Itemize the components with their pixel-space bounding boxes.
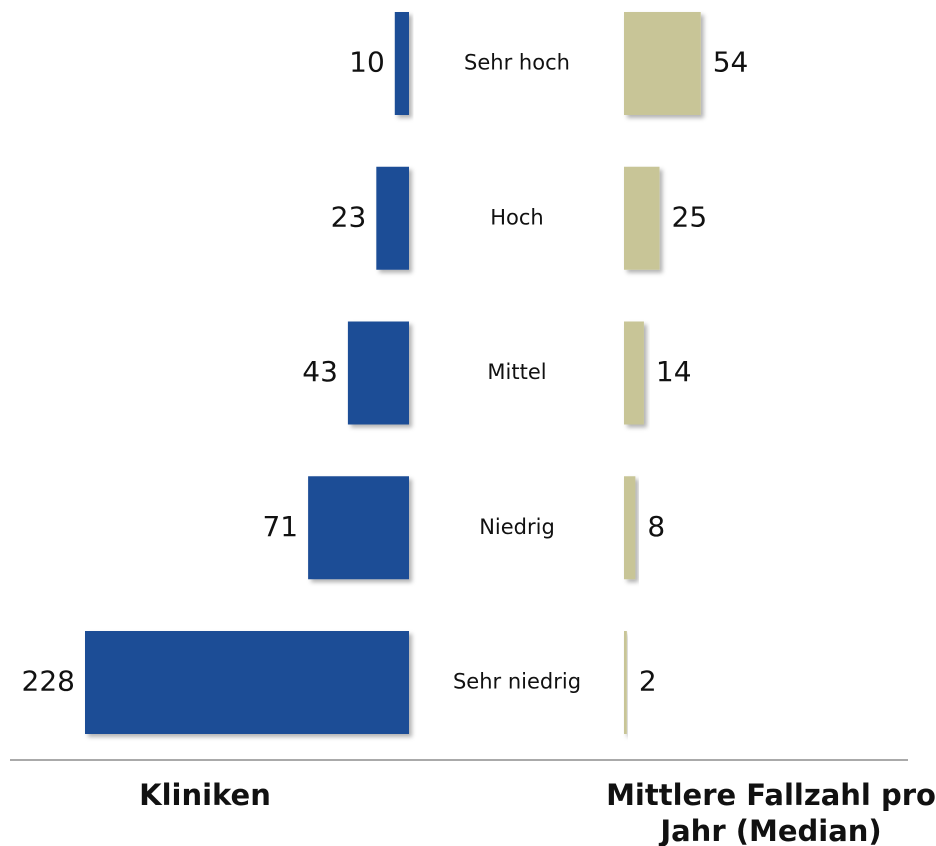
value-label: 43 xyxy=(302,355,338,388)
value-label: 228 xyxy=(22,665,75,698)
bar xyxy=(624,476,636,580)
bar xyxy=(85,631,409,734)
legend-right: Mittlere Fallzahl pro Jahr (Median) xyxy=(606,778,936,846)
value-label: 2 xyxy=(639,665,657,698)
value-label: 54 xyxy=(713,46,749,79)
value-label: 71 xyxy=(262,510,298,543)
value-label: 23 xyxy=(331,200,367,233)
value-label: 14 xyxy=(656,355,692,388)
category-label: Mittel xyxy=(487,360,546,384)
value-label: 10 xyxy=(349,46,385,79)
bar xyxy=(624,166,660,270)
bar xyxy=(624,12,701,115)
bar xyxy=(308,476,409,580)
category-label: Niedrig xyxy=(479,515,555,539)
bar xyxy=(347,321,409,425)
bar xyxy=(376,166,409,270)
legend-left: Kliniken xyxy=(139,778,271,812)
category-label: Sehr niedrig xyxy=(453,670,581,694)
category-label: Sehr hoch xyxy=(464,51,570,75)
bar xyxy=(624,321,644,425)
value-label: 8 xyxy=(647,510,665,543)
value-label: 25 xyxy=(672,200,708,233)
bar xyxy=(394,12,409,115)
category-label: Hoch xyxy=(490,205,544,229)
bar xyxy=(624,631,627,734)
